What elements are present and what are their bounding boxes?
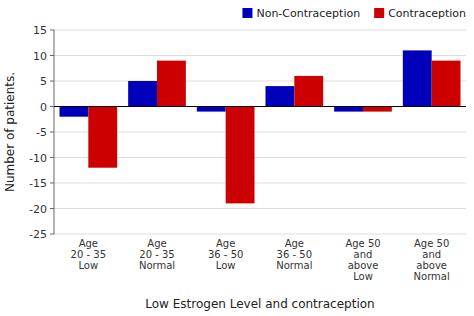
bar [294,76,323,107]
y-tick [50,81,54,82]
legend: Non-Contraception Contraception [242,7,466,20]
bar [88,107,117,168]
y-tick [50,183,54,184]
y-axis-label: Number of patients. [3,72,17,192]
y-tick [50,234,54,235]
grid-line [54,208,466,209]
y-tick [50,106,54,107]
legend-swatch [374,8,384,18]
x-axis-label: Low Estrogen Level and contraception [145,297,374,311]
y-tick-label: -5 [36,126,47,139]
y-tick [50,208,54,209]
y-tick-label: 0 [40,101,47,114]
grid-line [54,183,466,184]
bar [59,107,88,117]
bar [363,107,392,112]
x-tick-label: Age 50andaboveLow [345,238,380,282]
bar [265,86,294,106]
bars [59,50,460,203]
x-tick-label: Age36 - 50Normal [276,238,312,271]
grid-line [54,30,466,31]
grid [54,30,466,234]
legend-swatch [242,8,252,18]
y-tick [50,132,54,133]
y-axis: -25 -20 -15 -10 -5 0 5 10 15 [29,24,54,241]
y-tick-label: -10 [29,152,47,165]
x-tick-label: Age 50andaboveNormal [414,238,450,282]
y-tick [50,30,54,31]
y-tick-label: 10 [33,50,47,63]
bar [403,50,432,106]
y-tick-label: -25 [29,228,47,241]
bar [334,107,363,112]
bar [197,107,226,112]
legend-label: Non-Contraception [256,7,360,20]
bar [157,61,186,107]
y-tick-label: -15 [29,177,47,190]
chart-container: -25 -20 -15 -10 -5 0 5 10 15 Number of patients. A… [0,0,474,316]
y-tick-label: -20 [29,203,47,216]
legend-label: Contraception [388,7,466,20]
grid-line [54,234,466,235]
x-tick-label: Age20 - 35Low [71,238,106,271]
y-tick [50,157,54,158]
bar [432,61,461,107]
x-axis: Age20 - 35Low Age20 - 35Normal Age36 - 50L… [71,238,450,282]
chart: -25 -20 -15 -10 -5 0 5 10 15 Number of patients. A… [0,0,474,316]
bar [226,107,255,204]
x-tick-label: Age20 - 35Normal [139,238,175,271]
y-axis-line [54,30,55,234]
y-tick-label: 5 [40,75,47,88]
baseline [54,106,466,107]
y-tick [50,55,54,56]
grid-line [54,106,466,107]
bar [128,81,157,107]
x-tick-label: Age36 - 50Low [208,238,243,271]
y-tick-label: 15 [33,24,47,37]
